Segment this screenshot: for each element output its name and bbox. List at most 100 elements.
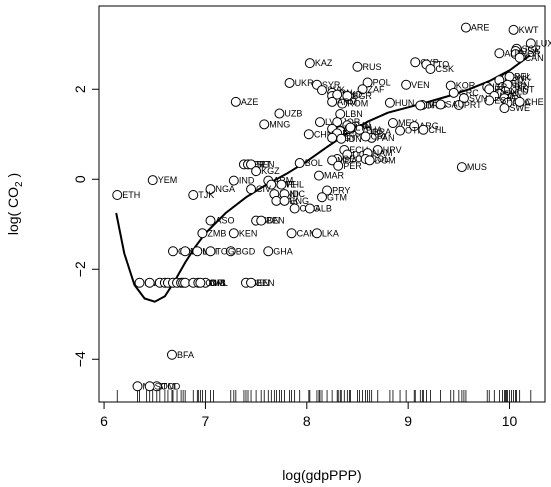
data-point-label: TTO <box>431 60 449 70</box>
data-point <box>246 184 257 195</box>
data-point <box>337 98 348 109</box>
data-point-label: CHL <box>428 125 446 135</box>
data-point-label: LUX <box>536 38 551 48</box>
data-point-label: ARM <box>337 97 357 107</box>
data-point <box>147 175 158 186</box>
data-point-label: COM <box>203 278 224 288</box>
data-point-label: BOL <box>305 158 323 168</box>
data-point-label: GTM <box>327 192 347 202</box>
data-point <box>195 277 206 288</box>
data-points: AREKWTLUXSGPUSANORAUSCANKAZRUSSYRCYPTTOC… <box>112 22 551 392</box>
data-point <box>387 118 398 128</box>
data-point-label: AUT <box>517 84 536 94</box>
data-point-label: SDN <box>261 216 280 226</box>
data-point-label: ECU <box>342 128 361 138</box>
data-point <box>205 184 216 195</box>
data-point-label: HRV <box>383 145 402 155</box>
data-point <box>303 129 314 140</box>
data-point-label: BEN <box>266 216 285 226</box>
data-point-label: ALB <box>315 204 332 214</box>
data-point <box>415 100 426 111</box>
data-point <box>304 58 315 69</box>
data-point <box>251 166 262 177</box>
data-point <box>514 96 525 107</box>
data-point <box>144 277 155 288</box>
data-point <box>435 99 446 110</box>
data-point <box>266 179 277 190</box>
data-point-label: PRT <box>464 100 482 110</box>
data-point-label: GHA <box>273 246 293 256</box>
data-point-label: TOG <box>216 246 235 256</box>
data-point <box>332 89 343 100</box>
data-point <box>372 145 383 155</box>
data-point-label: SGP <box>522 44 541 54</box>
data-point-label: ARG <box>419 121 439 131</box>
data-point <box>494 48 505 59</box>
data-point <box>508 24 519 35</box>
data-point-label: IRL <box>494 84 508 94</box>
data-point <box>132 381 143 392</box>
data-point <box>246 277 257 288</box>
data-point <box>336 133 347 144</box>
data-point-label: NLD <box>510 87 529 97</box>
data-point <box>327 132 338 143</box>
data-point-label: SEN <box>251 278 270 288</box>
data-point-label: POL <box>373 78 391 88</box>
data-point <box>246 159 257 170</box>
data-point-label: ZMB <box>207 228 226 238</box>
data-point <box>167 246 178 257</box>
data-point <box>357 84 368 95</box>
data-point <box>395 125 406 136</box>
data-point-label: IDN <box>346 134 362 144</box>
data-point-label: GBR <box>507 82 527 92</box>
data-point-label: HUN <box>395 98 415 108</box>
data-point-label: MEX <box>398 118 418 128</box>
data-point <box>352 61 363 72</box>
data-point-label: BGR <box>352 91 372 101</box>
y-tick-label: 2 <box>72 85 88 93</box>
data-point <box>192 246 203 257</box>
data-point-label: UZB <box>284 109 302 119</box>
data-point-label: CHE <box>525 97 544 107</box>
data-point <box>228 175 239 186</box>
data-point-label: DNK <box>511 73 530 83</box>
x-axis-title: log(gdpPPP) <box>282 467 361 483</box>
data-point-label: DOM <box>375 155 396 165</box>
data-point-label: JOR <box>342 117 361 127</box>
data-point <box>425 64 436 74</box>
data-point-label: ISR <box>492 82 508 92</box>
data-point <box>230 96 241 107</box>
data-point <box>354 124 365 135</box>
rug-marks <box>116 390 532 402</box>
data-point <box>456 162 467 173</box>
data-point-label: OTH <box>405 126 424 136</box>
data-point-label: KGZ <box>261 166 280 176</box>
data-point <box>144 381 155 392</box>
x-tick-label: 6 <box>100 413 108 429</box>
data-point-label: BEN <box>256 278 275 288</box>
data-point-label: UKR <box>295 78 315 88</box>
data-point-label: RUS <box>362 62 381 72</box>
data-point <box>384 97 395 108</box>
y-tick-label: −2 <box>72 261 88 277</box>
data-point <box>360 131 371 142</box>
data-point <box>499 103 510 114</box>
data-point <box>322 185 333 196</box>
data-point-label: PHL <box>286 180 304 190</box>
data-point <box>332 117 343 128</box>
data-point <box>294 158 305 169</box>
data-point-label: KEN <box>239 228 258 238</box>
data-point <box>205 246 216 257</box>
data-point <box>364 155 375 166</box>
data-point <box>333 160 344 171</box>
data-point <box>342 91 353 101</box>
data-point-label: KOR <box>456 81 476 91</box>
data-point <box>276 179 287 190</box>
data-point-label: LKA <box>322 228 339 238</box>
data-point <box>256 215 267 226</box>
data-point <box>274 108 285 119</box>
data-point <box>525 38 536 49</box>
data-point-label: ENG <box>289 196 309 206</box>
data-point <box>314 117 325 128</box>
